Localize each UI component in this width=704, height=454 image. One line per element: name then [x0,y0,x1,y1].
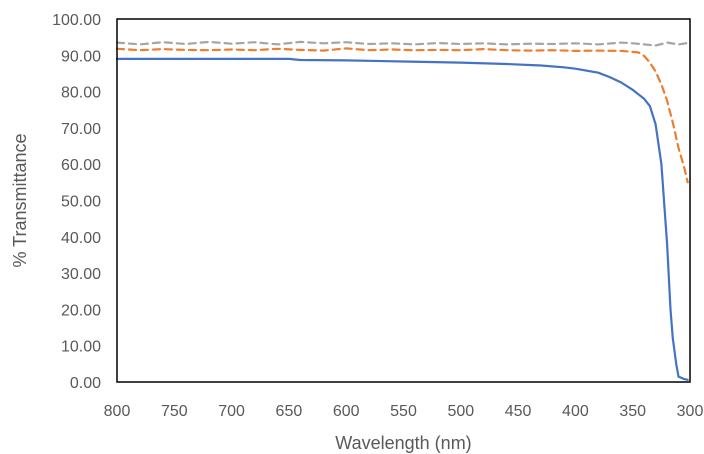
series-line-1 [115,57,689,381]
plot-area-frame [116,18,691,383]
y-tick-label: 90.00 [61,48,101,65]
y-tick-label: 0.00 [70,375,101,392]
y-tick-label: 10.00 [61,339,101,356]
y-tick-label: 40.00 [61,230,101,247]
x-tick-label: 750 [161,403,188,420]
y-axis-tick-labels: 0.00 10.00 20.00 30.00 40.00 50.00 60.00 70.00 8… [52,12,101,392]
x-axis-tick-labels: 800 750 700 650 600 550 500 450 400 350 300 [104,403,704,420]
x-tick-label: 400 [562,403,589,420]
y-tick-label: 60.00 [61,157,101,174]
x-tick-label: 300 [677,403,704,420]
y-tick-label: 100.00 [52,12,101,29]
x-tick-label: 650 [276,403,303,420]
series-layer [115,40,689,381]
x-axis-title: Wavelength (nm) [335,433,471,453]
x-tick-label: 550 [390,403,417,420]
x-tick-label: 800 [104,403,131,420]
y-tick-label: 20.00 [61,302,101,319]
y-tick-label: 70.00 [61,121,101,138]
x-tick-label: 700 [218,403,245,420]
x-tick-label: 500 [447,403,474,420]
y-tick-label: 30.00 [61,266,101,283]
x-tick-label: 600 [333,403,360,420]
x-tick-label: 350 [619,403,646,420]
x-tick-label: 450 [505,403,532,420]
y-tick-label: 80.00 [61,85,101,102]
series-line-3 [115,40,689,47]
y-axis-title: % Transmittance [10,133,30,267]
y-tick-label: 50.00 [61,194,101,211]
series-line-2 [115,47,689,184]
